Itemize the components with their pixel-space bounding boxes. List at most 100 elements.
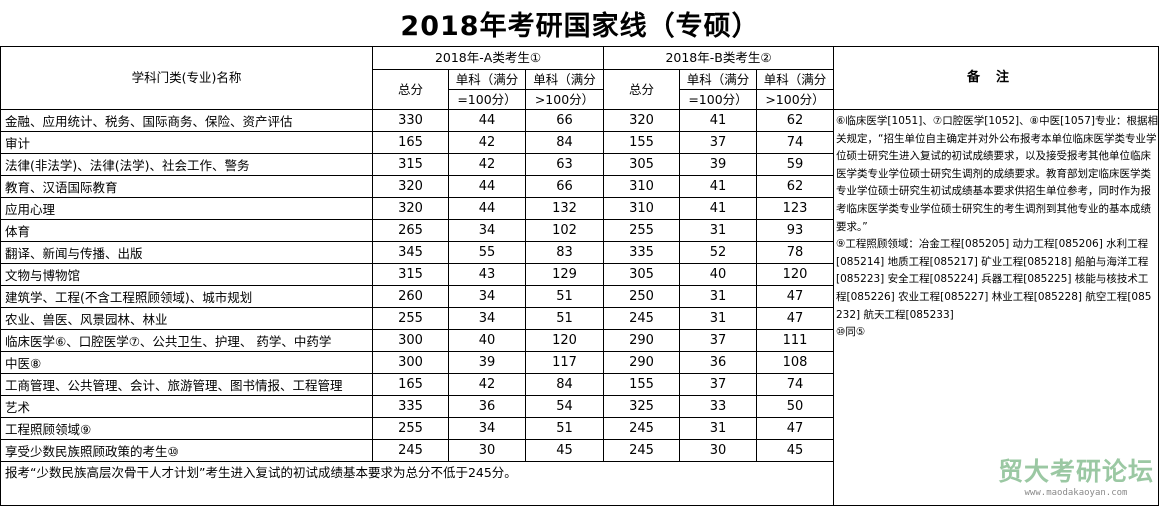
score-b-sgt: 45 xyxy=(756,439,834,462)
a-single-100-header-l2: =100分） xyxy=(448,89,526,110)
notes-header: 备注 xyxy=(833,46,1159,110)
score-a-sgt: 54 xyxy=(525,395,604,418)
score-b-total: 310 xyxy=(603,175,680,198)
score-a-total: 300 xyxy=(372,351,449,374)
score-b-sgt: 47 xyxy=(756,285,834,308)
score-b-sgt: 120 xyxy=(756,263,834,286)
score-b-s100: 52 xyxy=(679,241,757,264)
subject-name: 工商管理、公共管理、会计、旅游管理、图书情报、工程管理 xyxy=(0,373,373,396)
subject-name: 金融、应用统计、税务、国际商务、保险、资产评估 xyxy=(0,109,373,132)
score-a-total: 315 xyxy=(372,263,449,286)
score-a-s100: 34 xyxy=(448,285,526,308)
score-b-sgt: 78 xyxy=(756,241,834,264)
score-b-s100: 37 xyxy=(679,131,757,154)
score-a-sgt: 84 xyxy=(525,373,604,396)
a-single-gt100-header-l1: 单科（满分 xyxy=(525,69,604,90)
score-b-sgt: 93 xyxy=(756,219,834,242)
score-b-s100: 33 xyxy=(679,395,757,418)
score-b-total: 250 xyxy=(603,285,680,308)
subject-column-header: 学科门类(专业)名称 xyxy=(0,46,373,110)
score-a-total: 345 xyxy=(372,241,449,264)
score-a-sgt: 45 xyxy=(525,439,604,462)
score-a-total: 165 xyxy=(372,131,449,154)
score-b-sgt: 108 xyxy=(756,351,834,374)
watermark-url: www.maodakaoyan.com xyxy=(1024,488,1128,498)
table-row: 应用心理 320 44 132 310 41 123 xyxy=(0,197,1159,220)
subject-name: 法律(非法学)、法律(法学)、社会工作、警务 xyxy=(0,153,373,176)
score-b-sgt: 74 xyxy=(756,131,834,154)
score-b-total: 155 xyxy=(603,373,680,396)
score-a-total: 165 xyxy=(372,373,449,396)
score-b-total: 245 xyxy=(603,417,680,440)
score-b-s100: 41 xyxy=(679,109,757,132)
score-a-total: 300 xyxy=(372,329,449,352)
score-a-total: 260 xyxy=(372,285,449,308)
score-b-sgt: 47 xyxy=(756,417,834,440)
table-row: 教育、汉语国际教育 320 44 66 310 41 62 xyxy=(0,175,1159,198)
subject-name: 教育、汉语国际教育 xyxy=(0,175,373,198)
score-a-sgt: 66 xyxy=(525,175,604,198)
table-row: 文物与博物馆 315 43 129 305 40 120 xyxy=(0,263,1159,286)
score-a-sgt: 66 xyxy=(525,109,604,132)
table-row: 金融、应用统计、税务、国际商务、保险、资产评估 330 44 66 320 41 62 ⑥临床… xyxy=(0,109,1159,506)
forum-watermark: 贸大考研论坛 www.maodakaoyan.com xyxy=(998,457,1154,499)
score-a-s100: 34 xyxy=(448,417,526,440)
score-b-sgt: 62 xyxy=(756,175,834,198)
group-b-header: 2018年-B类考生② xyxy=(603,46,834,70)
score-a-s100: 30 xyxy=(448,439,526,462)
table-row: 艺术 335 36 54 325 33 50 xyxy=(0,395,1159,418)
score-a-s100: 44 xyxy=(448,109,526,132)
score-table: 学科门类(专业)名称 2018年-A类考生① 2018年-B类考生② 备注 总分… xyxy=(0,46,1159,506)
score-b-sgt: 74 xyxy=(756,373,834,396)
score-b-total: 320 xyxy=(603,109,680,132)
watermark-title: 贸大考研论坛 xyxy=(997,457,1154,486)
score-b-sgt: 50 xyxy=(756,395,834,418)
subject-name: 工程照顾领域⑨ xyxy=(0,417,373,440)
score-b-s100: 31 xyxy=(679,219,757,242)
score-a-total: 255 xyxy=(372,307,449,330)
notes-cell: ⑥临床医学[1051]、⑦口腔医学[1052]、⑧中医[1057]专业：根据相关… xyxy=(833,109,1159,506)
score-a-total: 265 xyxy=(372,219,449,242)
score-a-s100: 39 xyxy=(448,351,526,374)
b-single-gt100-header-l1: 单科（满分 xyxy=(756,69,834,90)
table-row: 享受少数民族照顾政策的考生⑩ 245 30 45 245 30 45 xyxy=(0,439,1159,462)
score-a-sgt: 84 xyxy=(525,131,604,154)
subject-name: 享受少数民族照顾政策的考生⑩ xyxy=(0,439,373,462)
score-b-total: 290 xyxy=(603,329,680,352)
score-b-total: 245 xyxy=(603,439,680,462)
score-b-total: 290 xyxy=(603,351,680,374)
score-a-total: 335 xyxy=(372,395,449,418)
subject-name: 翻译、新闻与传播、出版 xyxy=(0,241,373,264)
score-a-total: 330 xyxy=(372,109,449,132)
score-b-s100: 31 xyxy=(679,307,757,330)
score-a-s100: 44 xyxy=(448,197,526,220)
score-b-s100: 31 xyxy=(679,285,757,308)
score-a-total: 320 xyxy=(372,197,449,220)
a-single-100-header-l1: 单科（满分 xyxy=(448,69,526,90)
score-a-sgt: 51 xyxy=(525,417,604,440)
group-a-header: 2018年-A类考生① xyxy=(372,46,604,70)
score-a-s100: 34 xyxy=(448,219,526,242)
score-b-sgt: 62 xyxy=(756,109,834,132)
score-b-sgt: 123 xyxy=(756,197,834,220)
score-b-sgt: 47 xyxy=(756,307,834,330)
b-single-100-header-l2: =100分） xyxy=(679,89,757,110)
page-title: 2018年考研国家线（专硕） xyxy=(400,11,760,42)
score-b-total: 335 xyxy=(603,241,680,264)
b-single-gt100-header-l2: >100分） xyxy=(756,89,834,110)
score-a-s100: 36 xyxy=(448,395,526,418)
score-b-s100: 40 xyxy=(679,263,757,286)
score-b-total: 325 xyxy=(603,395,680,418)
score-b-s100: 37 xyxy=(679,329,757,352)
score-a-total: 245 xyxy=(372,439,449,462)
score-a-s100: 42 xyxy=(448,131,526,154)
score-a-sgt: 132 xyxy=(525,197,604,220)
subject-name: 艺术 xyxy=(0,395,373,418)
score-a-sgt: 120 xyxy=(525,329,604,352)
table-row: 审计 165 42 84 155 37 74 xyxy=(0,131,1159,154)
score-a-s100: 42 xyxy=(448,373,526,396)
b-single-100-header-l1: 单科（满分 xyxy=(679,69,757,90)
score-a-sgt: 102 xyxy=(525,219,604,242)
b-total-header: 总分 xyxy=(603,69,680,110)
subject-name: 体育 xyxy=(0,219,373,242)
